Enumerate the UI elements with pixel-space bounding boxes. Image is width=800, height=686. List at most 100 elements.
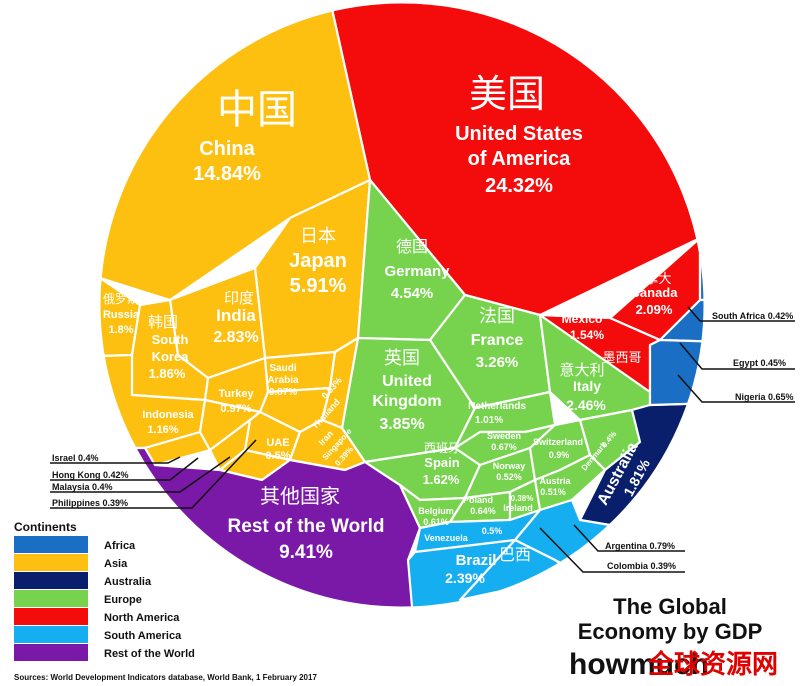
callout-label-argentina: Argentina 0.79% [605, 541, 675, 551]
colombia-callout-name: Colombia [607, 561, 649, 571]
japan-value-label: 5.91% [290, 275, 347, 297]
switzerland-value-label: 0.9% [549, 450, 570, 460]
canada-cn-label: 加拿大 [632, 271, 671, 287]
legend-item-australia: Australia [14, 572, 152, 589]
legend-swatch-australia [14, 572, 88, 589]
egypt-callout-value: 0.45% [761, 358, 787, 368]
south-africa-callout-value: 0.42% [768, 311, 794, 321]
leader-line-colombia [539, 527, 685, 573]
callout-label-egypt: Egypt 0.45% [733, 358, 786, 368]
callout-label-south-africa: South Africa 0.42% [712, 311, 793, 321]
title-line-2: Economy by GDP [578, 619, 763, 644]
legend-label-south-america: South America [104, 630, 182, 642]
legend-item-rest-of-the-world: Rest of the World [14, 644, 195, 661]
india-name-label: India [216, 306, 256, 325]
callout-egypt: Egypt 0.45% [679, 342, 795, 370]
leader-line-argentina [573, 524, 685, 552]
sweden-name-label: Sweden [487, 431, 521, 441]
legend-item-south-america: South America [14, 626, 182, 643]
brazil-value-label: 2.39% [445, 570, 485, 586]
callout-israel: Israel 0.4% [50, 453, 181, 464]
saudi-arabia-value-label: 0.87% [269, 387, 297, 398]
callout-label-philippines: Philippines 0.39% [52, 498, 128, 508]
united-kingdom-value-label: 3.85% [379, 416, 424, 433]
mexico-name-label: Mexico [562, 312, 603, 326]
spain-name-label: Spain [424, 455, 459, 470]
philippines-callout-value: 0.39% [103, 498, 129, 508]
label-indonesia: Indonesia 1.16% [142, 409, 194, 436]
argentina-callout-name: Argentina [605, 541, 648, 551]
indonesia-name-label: Indonesia [142, 409, 194, 421]
china-cn-label: 中国 [217, 87, 297, 133]
cell-brazil [406, 538, 705, 608]
legend-label-asia: Asia [104, 558, 128, 570]
ireland-value-label: 0.38% [511, 494, 534, 503]
italy-name-label: Italy [573, 378, 601, 394]
russia-cn-label: 俄罗斯 [103, 292, 139, 306]
saudi-arabia-name-label-2: Arabia [267, 375, 299, 386]
switzerland-name-label: Switzerland [533, 437, 583, 447]
netherlands-name-label: Netherlands [468, 401, 526, 412]
russia-value-label: 1.8% [108, 324, 133, 336]
israel-callout-name: Israel [52, 453, 76, 463]
united-kingdom-name-label-1: United [382, 373, 432, 390]
south-africa-callout-name: South Africa [712, 311, 766, 321]
indonesia-value-label: 1.16% [147, 424, 178, 436]
united-states-of-america-name-label-1: United States [455, 123, 583, 145]
venezuela-value-label: 0.5% [482, 526, 503, 536]
leader-line-israel [50, 456, 181, 464]
legend-item-asia: Asia [14, 554, 128, 571]
venezuela-name-label: Venezuela [424, 533, 469, 543]
south-korea-value-label: 1.86% [149, 366, 186, 381]
legend-item-africa: Africa [14, 536, 136, 553]
label-rest-of-the-world: 其他国家 Rest of the World 9.41% [228, 484, 385, 563]
legend-swatch-africa [14, 536, 88, 553]
colombia-callout-value: 0.39% [651, 561, 677, 571]
italy-cn-label: 意大利 [559, 361, 604, 379]
legend: Continents Africa Asia Australia Europe Nort… [14, 520, 195, 661]
austria-name-label: Austria [539, 476, 571, 486]
norway-name-label: Norway [493, 461, 526, 471]
rest-of-the-world-name-label: Rest of the World [228, 516, 385, 537]
leader-line-hong-kong [50, 457, 199, 481]
china-name-label: China [199, 138, 255, 160]
argentina-callout-value: 0.79% [650, 541, 676, 551]
cell-belgium [398, 483, 467, 530]
united-states-of-america-value-label: 24.32% [485, 175, 553, 197]
cell-egypt [658, 298, 705, 347]
callouts: South Africa 0.42% Egypt 0.45% Nigeria 0.6… [50, 306, 795, 573]
ireland-name-label: Ireland [503, 503, 533, 513]
leader-line-south-africa [687, 306, 795, 322]
malaysia-callout-value: 0.4% [92, 482, 113, 492]
cell-china [99, 2, 372, 302]
poland-name-label: Poland [463, 495, 493, 505]
belgium-name-label: Belgium [418, 506, 454, 516]
mexico-cn-label: 墨西哥 [602, 351, 641, 366]
netherlands-value-label: 1.01% [475, 415, 503, 426]
united-kingdom-cn-label: 英国 [384, 348, 420, 369]
label-france: 法国 France 3.26% [471, 306, 524, 371]
japan-name-label: Japan [289, 250, 347, 272]
india-value-label: 2.83% [213, 329, 258, 346]
legend-label-north-america: North America [104, 612, 180, 624]
legend-swatch-rest-of-the-world [14, 644, 88, 661]
russia-name-label: Russia [103, 309, 140, 321]
malaysia-callout-name: Malaysia [52, 482, 91, 492]
callout-hong-kong: Hong Kong 0.42% [50, 457, 199, 481]
south-korea-cn-label: 韩国 [148, 313, 178, 331]
austria-value-label: 0.51% [540, 487, 566, 497]
france-value-label: 3.26% [476, 354, 519, 371]
belgium-value-label: 0.61% [423, 517, 449, 527]
callout-south-africa: South Africa 0.42% [687, 306, 795, 322]
south-korea-name-label-1: South [152, 332, 189, 347]
chart-title: The Global Economy by GDP [578, 594, 763, 644]
legend-swatch-asia [14, 554, 88, 571]
